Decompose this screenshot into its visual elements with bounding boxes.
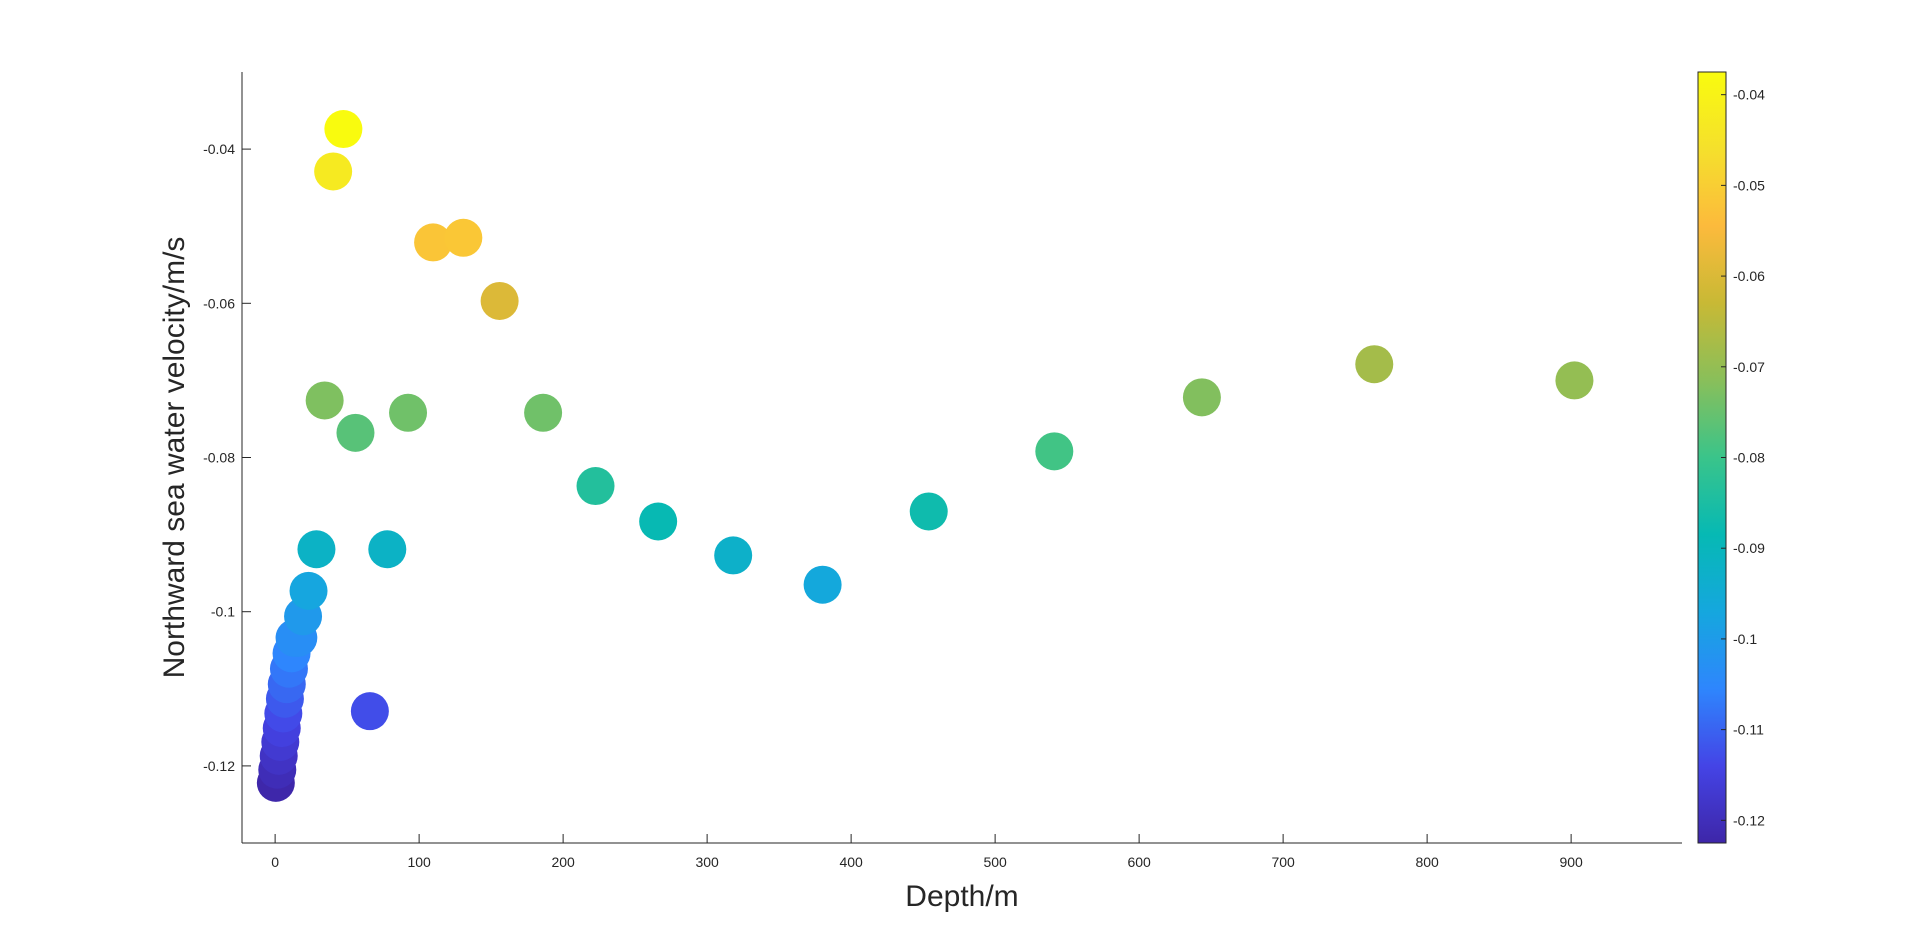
scatter-point (1182, 378, 1221, 417)
scatter-point (289, 571, 328, 610)
x-tick-label: 100 (407, 854, 431, 870)
scatter-point (480, 281, 519, 320)
y-tick-label: -0.08 (203, 450, 235, 466)
scatter-point (314, 152, 353, 191)
scatter-point (297, 530, 336, 569)
x-tick-label: 200 (551, 854, 575, 870)
colorbar-tick-label: -0.05 (1733, 177, 1765, 193)
scatter-point (389, 393, 428, 432)
scatter-point (1355, 345, 1394, 384)
colorbar-tick-label: -0.04 (1733, 87, 1765, 103)
colorbar-tick-label: -0.12 (1733, 812, 1765, 828)
scatter-point (803, 565, 842, 604)
plot-area: 0 100 200 300 400 500 600 700 800 900 -0.12-0.1-0… (158, 72, 1682, 913)
x-tick-label: 0 (271, 854, 279, 870)
scatter-points (256, 110, 1594, 802)
y-axis-title: Northward sea water velocity/m/s (158, 237, 191, 679)
scatter-point (576, 467, 615, 506)
y-tick-label: -0.04 (203, 141, 235, 157)
y-tick-label: -0.1 (211, 604, 235, 620)
scatter-point (305, 381, 344, 420)
scatter-point (368, 530, 407, 569)
y-tick-label: -0.12 (203, 758, 235, 774)
colorbar-tick-label: -0.11 (1733, 722, 1764, 738)
colorbar-ticks: -0.12 -0.11 -0.1 -0.09 -0.08 -0.07 -0.06 -0.05 -… (1721, 87, 1765, 828)
scatter-point (414, 223, 453, 262)
x-axis-title: Depth/m (905, 880, 1018, 913)
x-tick-label: 800 (1415, 854, 1439, 870)
scatter-point (1555, 361, 1594, 400)
x-axis-ticks: 0 100 200 300 400 500 600 700 800 900 (271, 834, 1583, 870)
scatter-point (639, 502, 678, 541)
y-axis-ticks: -0.12 -0.1 -0.08 -0.06 -0.04 (203, 141, 251, 774)
scatter-point (714, 536, 753, 575)
y-tick-label: -0.06 (203, 295, 235, 311)
x-tick-label: 700 (1271, 854, 1295, 870)
colorbar-tick-label: -0.1 (1733, 631, 1757, 647)
scatter-point (524, 393, 563, 432)
colorbar-tick-label: -0.08 (1733, 450, 1765, 466)
x-tick-label: 300 (695, 854, 719, 870)
scatter-point (1035, 432, 1074, 471)
x-tick-label: 600 (1127, 854, 1151, 870)
scatter-point (444, 218, 483, 257)
colorbar-tick-label: -0.06 (1733, 268, 1765, 284)
scatter-point (324, 110, 363, 149)
scatter-point (350, 692, 389, 731)
scatter-point (909, 492, 948, 531)
colorbar-tick-label: -0.07 (1733, 359, 1765, 375)
scatter-point (336, 413, 375, 452)
colorbar: -0.12 -0.11 -0.1 -0.09 -0.08 -0.07 -0.06 -0.05 -… (1697, 71, 1765, 844)
x-tick-label: 900 (1559, 854, 1583, 870)
colorbar-tick-label: -0.09 (1733, 540, 1765, 556)
x-tick-label: 400 (839, 854, 863, 870)
x-tick-label: 500 (983, 854, 1007, 870)
